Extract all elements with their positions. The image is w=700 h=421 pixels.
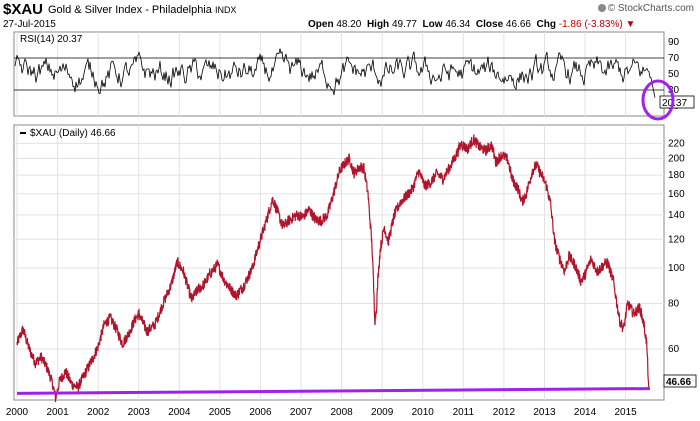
- rsi-y-tick-label: 50: [668, 69, 680, 80]
- low-value: 46.34: [445, 19, 471, 30]
- rsi-last-label: 20.37: [662, 98, 687, 109]
- index-name: Gold & Silver Index - Philadelphia INDX: [48, 4, 236, 16]
- price-y-tick-label: 200: [668, 154, 685, 165]
- rsi-frame: [13, 31, 665, 117]
- x-tick-label: 2010: [412, 407, 435, 418]
- price-y-tick-label: 80: [668, 298, 680, 309]
- price-y-tick-label: 120: [668, 234, 685, 245]
- x-tick-label: 2005: [209, 407, 232, 418]
- x-tick-label: 2000: [6, 407, 29, 418]
- high-value: 49.77: [391, 19, 417, 30]
- rsi-panel: RSI(14) 20.37 1030507090 20.37: [13, 31, 695, 121]
- stockcharts-logo-icon: [597, 4, 606, 12]
- rsi-highlight-circle: [641, 79, 675, 121]
- chart-date: 27-Jul-2015: [3, 19, 56, 30]
- quote-bar: Open 48.20 High 49.77 Low 46.34 Close 46…: [308, 19, 635, 30]
- x-tick-label: 2008: [330, 407, 353, 418]
- rsi-y-tick-label: 70: [668, 53, 680, 64]
- price-legend: $XAU (Daily) 46.66: [20, 128, 116, 139]
- brand-text: © StockCharts.com: [607, 3, 694, 14]
- open-value: 48.20: [336, 19, 362, 30]
- x-tick-label: 2015: [615, 407, 638, 418]
- support-trend-line: [16, 387, 650, 395]
- price-y-tick-label: 180: [668, 170, 685, 181]
- price-y-tick-label: 160: [668, 189, 685, 200]
- down-arrow-icon: ▼: [625, 19, 636, 30]
- x-tick-label: 2014: [574, 407, 597, 418]
- high-label: High: [366, 19, 390, 30]
- chg-value: -1.86 (-3.83%): [558, 19, 623, 30]
- price-y-tick-label: 140: [668, 210, 685, 221]
- rsi-last-box: [659, 95, 695, 109]
- low-label: Low: [422, 19, 443, 30]
- price-panel: $XAU (Daily) 46.66 60 80 100 120 140 160 180 20…: [13, 124, 697, 403]
- index-title: Gold & Silver Index - Philadelphia: [48, 4, 212, 16]
- price-last-box: [663, 374, 697, 388]
- x-tick-label: 2004: [168, 407, 191, 418]
- x-tick-label: 2002: [87, 407, 110, 418]
- rsi-y-tick-label: 30: [668, 85, 680, 96]
- price-y-tick-label: 100: [668, 263, 685, 274]
- rsi-y-tick-label: 90: [668, 37, 680, 48]
- x-tick-label: 2012: [493, 407, 516, 418]
- rsi-legend: RSI(14) 20.37: [20, 34, 83, 45]
- x-tick-label: 2007: [290, 407, 313, 418]
- exchange: INDX: [214, 5, 237, 15]
- price-last-label: 46.66: [666, 377, 691, 388]
- x-tick-label: 2001: [46, 407, 69, 418]
- x-tick-label: 2011: [453, 407, 475, 418]
- x-tick-label: 2006: [249, 407, 272, 418]
- open-label: Open: [308, 19, 334, 30]
- brand: © StockCharts.com: [597, 3, 694, 14]
- symbol: $XAU: [3, 1, 44, 18]
- close-value: 46.66: [505, 19, 531, 30]
- price-y-tick-label: 220: [668, 138, 685, 149]
- close-label: Close: [475, 19, 504, 30]
- price-legend-text: $XAU (Daily) 46.66: [30, 128, 116, 139]
- x-tick-label: 2013: [533, 407, 556, 418]
- x-tick-label: 2009: [371, 407, 394, 418]
- x-tick-label: 2003: [128, 407, 151, 418]
- price-series-line: [16, 134, 650, 403]
- chg-label: Chg: [536, 19, 556, 30]
- price-y-tick-label: 60: [668, 344, 680, 355]
- chart-header: $XAU Gold & Silver Index - Philadelphia …: [0, 0, 700, 34]
- rsi-series-line: [14, 48, 656, 98]
